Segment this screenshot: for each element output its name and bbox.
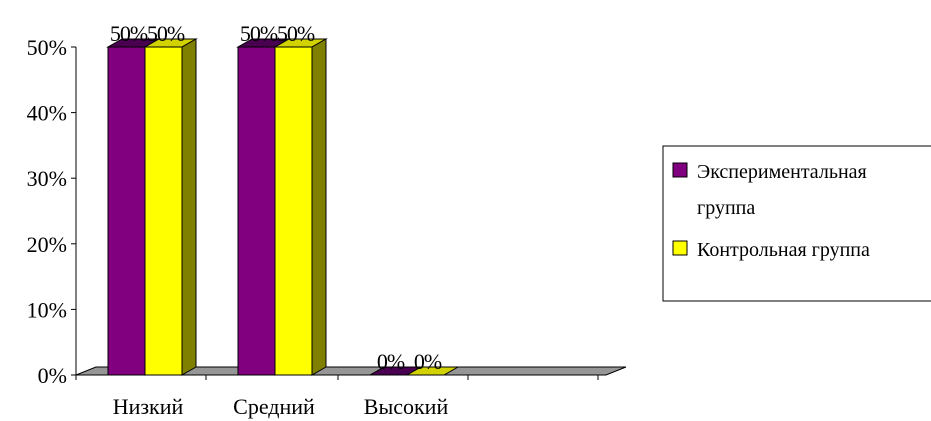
data-label: 50% <box>277 21 315 46</box>
legend-label: Контрольная группа <box>697 239 870 261</box>
bar-front <box>144 46 183 376</box>
y-tick-label: 10% <box>27 297 67 322</box>
bar <box>143 38 198 376</box>
y-tick-label: 0% <box>38 363 67 388</box>
bar <box>405 366 460 376</box>
legend-box <box>662 145 931 302</box>
y-tick-label: 20% <box>27 232 67 257</box>
legend-swatch <box>672 162 688 178</box>
x-axis: Низкий Средний Высокий <box>113 394 449 419</box>
bar-side <box>181 38 197 376</box>
y-tick-label: 40% <box>27 101 67 126</box>
y-tick-label: 50% <box>27 35 67 60</box>
data-label: 50% <box>110 21 148 46</box>
x-tick-label: Средний <box>233 394 315 419</box>
x-tick-label: Высокий <box>364 394 449 419</box>
bar-front <box>274 46 313 376</box>
legend: Экспериментальная группа Контрольная групп… <box>662 145 931 302</box>
y-tick-label: 30% <box>27 166 67 191</box>
data-label: 0% <box>377 349 405 374</box>
bar <box>273 38 328 376</box>
legend-swatch <box>672 240 688 256</box>
legend-label: группа <box>697 197 755 219</box>
bars: 50% 50% 50% 50%0% 0% <box>106 21 460 376</box>
bar-front <box>107 46 146 376</box>
bar-front <box>237 46 276 376</box>
bar-side <box>311 38 327 376</box>
data-label: 50% <box>240 21 278 46</box>
x-tick-label: Низкий <box>113 394 184 419</box>
y-axis: 0% 10% 20% 30% 40% 50% <box>27 35 77 388</box>
legend-label: Экспериментальная <box>697 161 867 183</box>
data-label: 0% <box>414 349 442 374</box>
bar-top <box>405 366 460 376</box>
data-label: 50% <box>147 21 185 46</box>
